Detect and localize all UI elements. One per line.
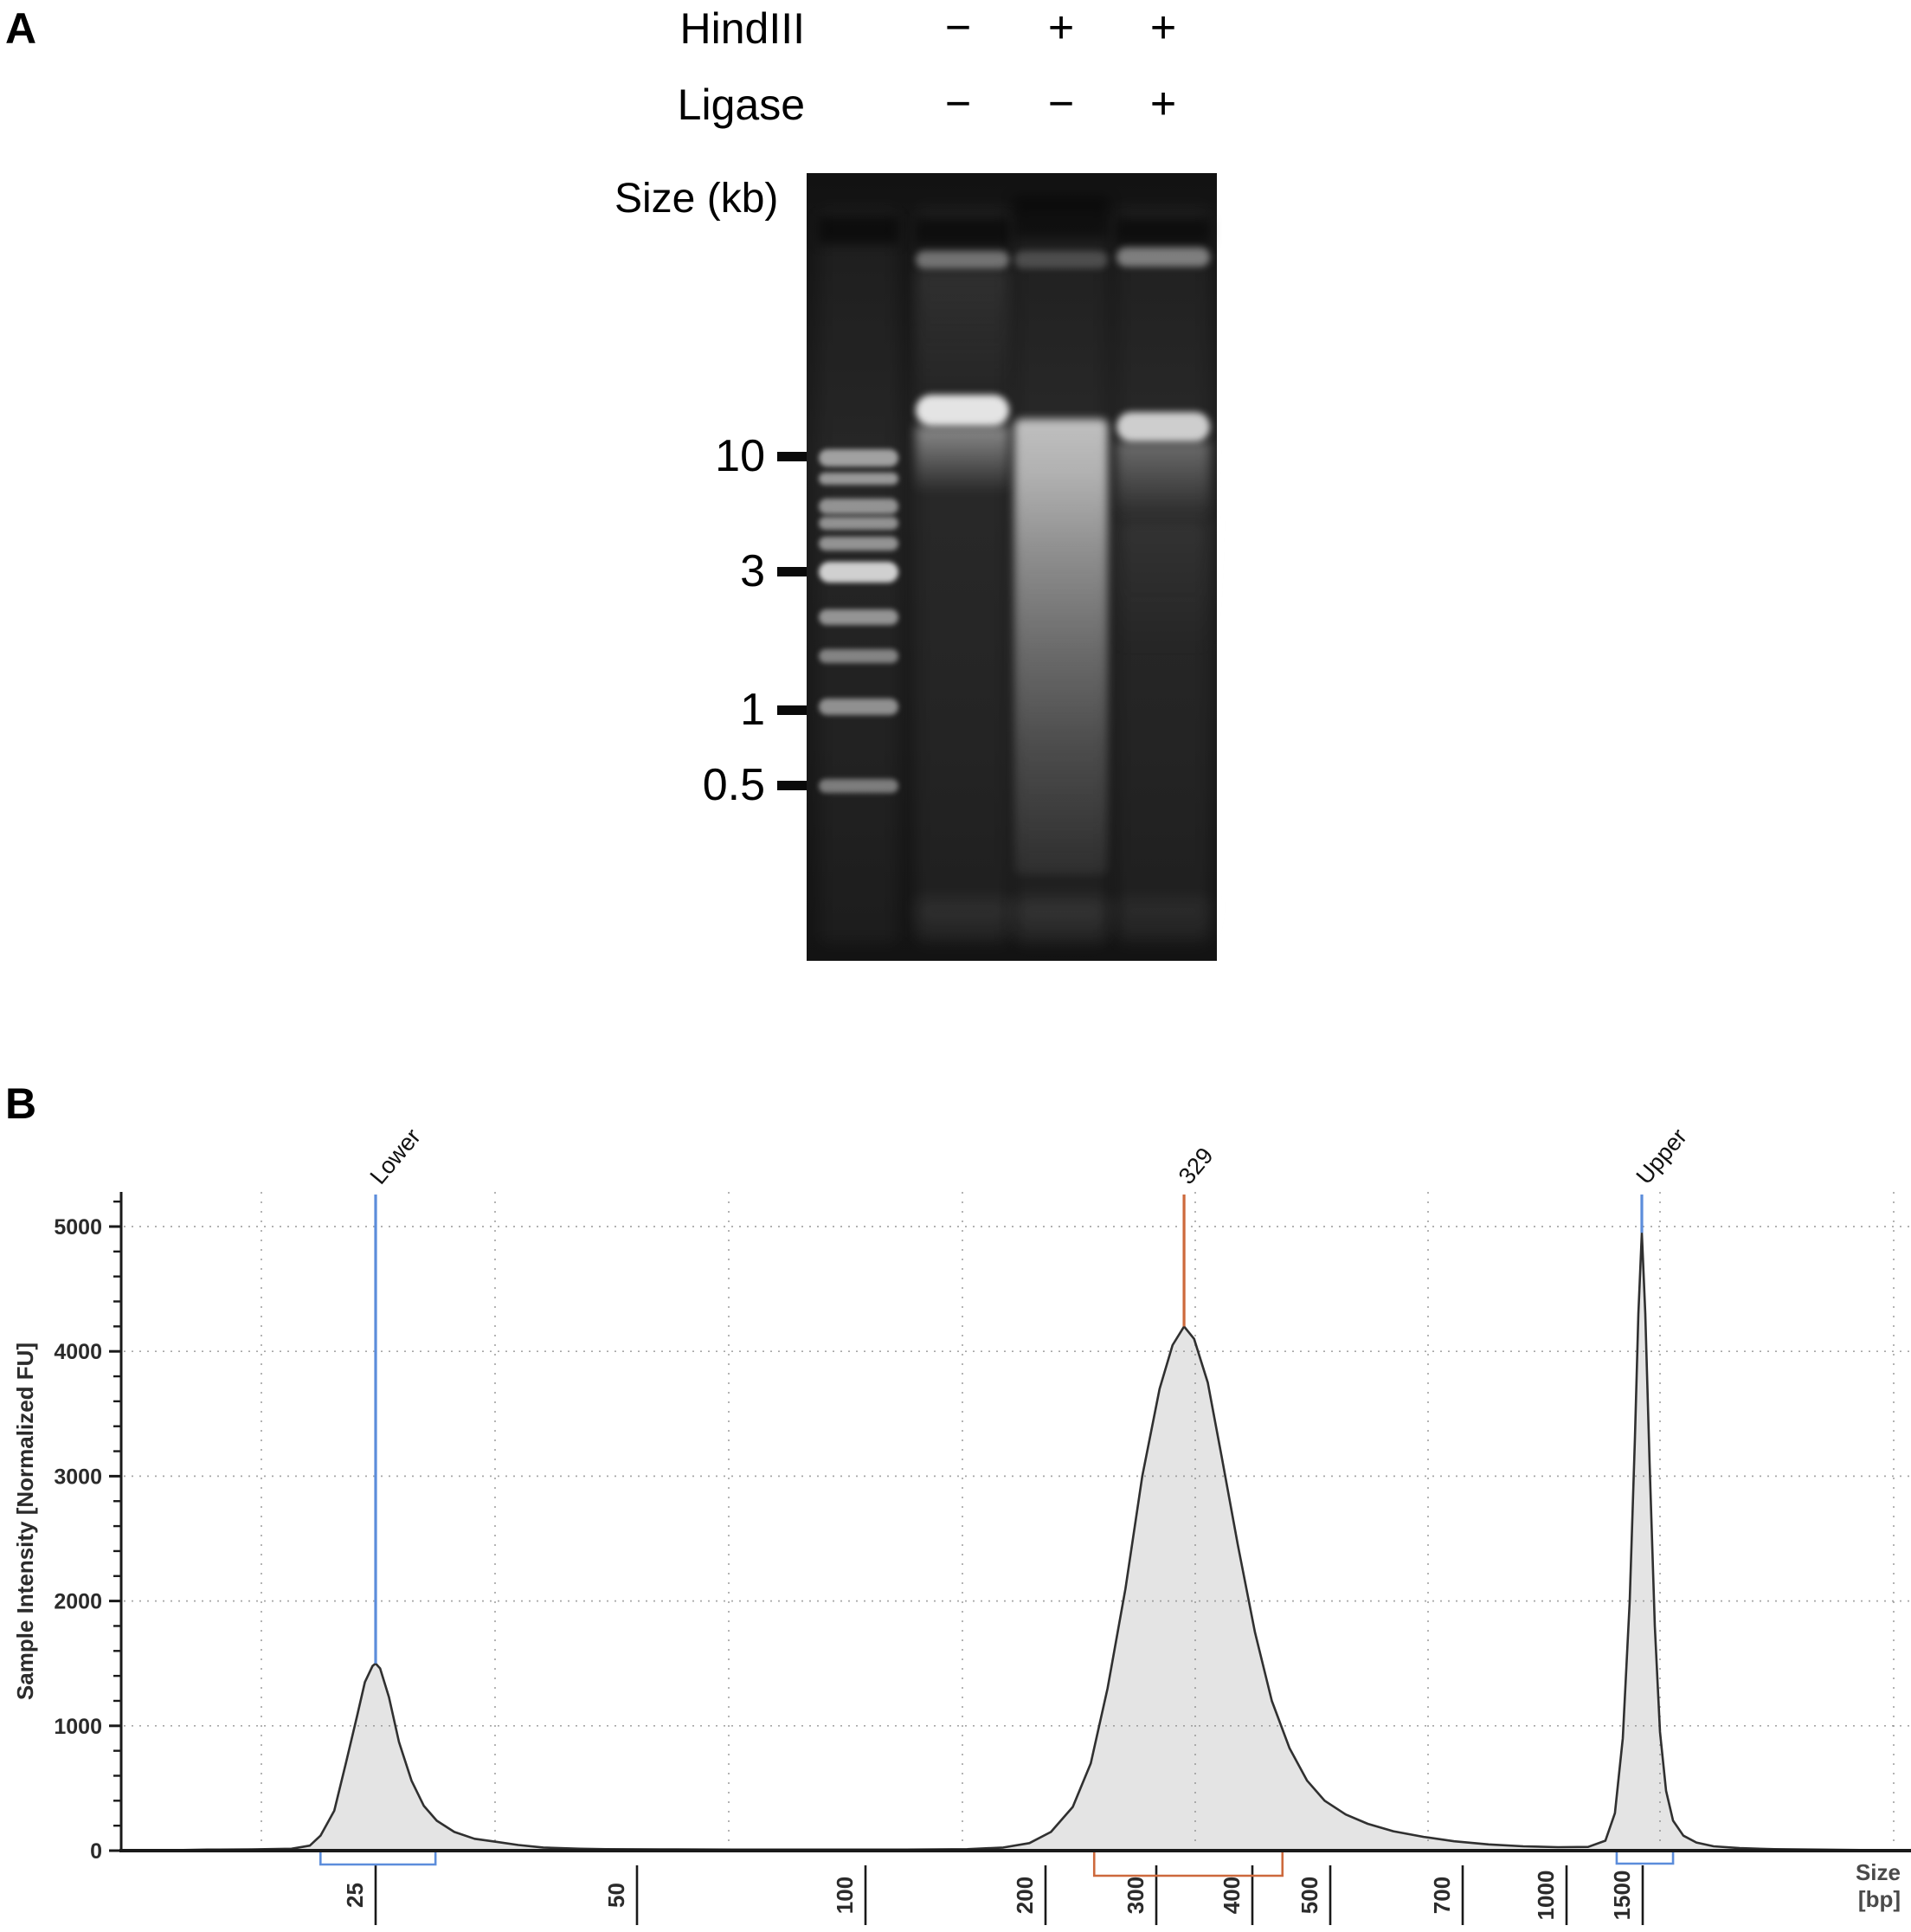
gel-lane1-band: [819, 537, 898, 551]
gel-lane1-band: [819, 649, 898, 663]
gel-lane2-well: [916, 218, 1009, 246]
region-bracket-2: [1615, 1852, 1675, 1865]
x-tick-label-200: 200: [1012, 1877, 1038, 1914]
gel-lane2-band: [916, 251, 1009, 268]
x-tick-label-25: 25: [342, 1883, 368, 1908]
size-tick-label-1: 1: [740, 685, 765, 735]
gel-lane4-glow: [1116, 441, 1210, 521]
x-tick-label-100: 100: [832, 1877, 858, 1914]
size-tick-label-3: 3: [740, 546, 765, 596]
region-bracket-0: [319, 1852, 437, 1866]
x-axis-unit-Size: Size: [1856, 1859, 1901, 1885]
size-tick-label-0.5: 0.5: [702, 760, 765, 810]
gel-lane3-band: [1014, 251, 1108, 268]
peak-label-upper: Upper: [1631, 1124, 1692, 1189]
size-tick-mark-3: [777, 567, 808, 576]
treatment-ligase-lane2-symbol: −: [944, 79, 972, 129]
gel-lane1-band: [819, 517, 898, 530]
gel-image: [807, 173, 1217, 961]
gel-lane4-column: [1116, 208, 1210, 943]
gel-lane4-well: [1116, 218, 1210, 244]
gel-lane4-band: [1116, 248, 1210, 267]
gel-lane1-band: [819, 562, 898, 583]
treatment-hindiii-lane2-symbol: −: [944, 3, 972, 53]
size-tick-label-10: 10: [715, 431, 765, 481]
y-tick-label-0: 0: [90, 1839, 102, 1864]
trace-line: [123, 1231, 1862, 1852]
y-tick-label-1000: 1000: [54, 1715, 102, 1739]
gel-lane3-glow: [1014, 900, 1108, 948]
y-tick-label-3000: 3000: [54, 1465, 102, 1489]
gel-lane1-band: [819, 449, 898, 467]
peak-label-lower: Lower: [365, 1124, 426, 1189]
gel-lane1-band: [819, 609, 898, 625]
x-axis-unit-bp: [bp]: [1858, 1886, 1901, 1912]
gel-lane1-band: [819, 699, 898, 715]
y-tick-label-4000: 4000: [54, 1340, 102, 1364]
gel-lane4-glow: [1116, 900, 1210, 943]
treatment-row-label-ligase: Ligase: [677, 80, 805, 129]
size-tick-mark-1: [777, 705, 808, 715]
size-axis-title: Size (kb): [614, 176, 779, 222]
panel-b-label: B: [5, 1079, 37, 1128]
panel-a-label: A: [5, 4, 37, 53]
x-tick-label-50: 50: [603, 1883, 629, 1908]
gel-lane4-band: [1116, 412, 1210, 441]
treatment-hindiii-lane3-symbol: +: [1047, 3, 1075, 53]
trace-area-fill: [124, 1233, 1862, 1851]
gel-lane2-glow: [916, 426, 1009, 493]
x-tick-label-700: 700: [1429, 1877, 1455, 1914]
gel-lane2-glow: [916, 900, 1009, 943]
gel-lane2-column: [916, 208, 1009, 943]
y-tick-label-2000: 2000: [54, 1590, 102, 1614]
treatment-row-label-hindiii: HindIII: [679, 4, 805, 53]
gel-lane2-band: [916, 395, 1009, 426]
treatment-ligase-lane4-symbol: +: [1149, 79, 1177, 129]
treatment-hindiii-lane4-symbol: +: [1149, 3, 1177, 53]
region-bracket-1: [1092, 1852, 1284, 1877]
y-axis-title: Sample Intensity [Normalized FU]: [12, 1343, 38, 1700]
x-tick-label-400: 400: [1219, 1877, 1245, 1914]
gel-lane1-band: [819, 499, 898, 514]
x-tick-label-300: 300: [1123, 1877, 1149, 1914]
peak-label-329: 329: [1174, 1143, 1219, 1189]
x-tick-label-500: 500: [1297, 1877, 1322, 1914]
gel-lane3-smear: [1014, 419, 1108, 874]
gel-lane1-well: [819, 216, 898, 244]
gel-lane1-band: [819, 779, 898, 793]
size-tick-mark-10: [777, 452, 808, 461]
y-tick-label-5000: 5000: [54, 1215, 102, 1240]
x-tick-label-1000: 1000: [1533, 1871, 1559, 1921]
gel-lane4-glow: [1116, 519, 1210, 658]
gel-lane3-well: [1014, 197, 1108, 239]
treatment-ligase-lane3-symbol: −: [1047, 79, 1075, 129]
x-tick-label-1500: 1500: [1609, 1871, 1635, 1921]
gel-lane2-glow: [916, 270, 1009, 396]
gel-lane1-band: [819, 473, 898, 485]
size-tick-mark-0.5: [777, 781, 808, 790]
